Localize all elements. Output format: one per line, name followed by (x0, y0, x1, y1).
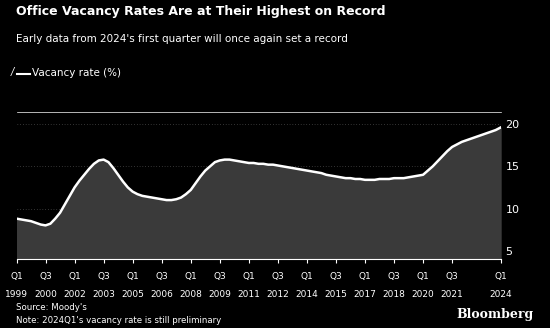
Text: Q3: Q3 (446, 272, 459, 281)
Text: 2020: 2020 (412, 290, 434, 299)
Text: Q1: Q1 (494, 272, 507, 281)
Text: 2003: 2003 (92, 290, 115, 299)
Text: 2005: 2005 (121, 290, 144, 299)
Text: /: / (10, 67, 14, 77)
Text: 2009: 2009 (208, 290, 231, 299)
Text: Vacancy rate (%): Vacancy rate (%) (32, 68, 121, 78)
Text: Bloomberg: Bloomberg (456, 308, 534, 321)
Text: 2000: 2000 (34, 290, 57, 299)
Text: Q3: Q3 (39, 272, 52, 281)
Text: Source: Moody's: Source: Moody's (16, 303, 87, 312)
Text: Q1: Q1 (359, 272, 371, 281)
Text: 2008: 2008 (179, 290, 202, 299)
Text: 2015: 2015 (324, 290, 348, 299)
Text: 2006: 2006 (150, 290, 173, 299)
Text: Q1: Q1 (417, 272, 430, 281)
Text: 2012: 2012 (267, 290, 289, 299)
Text: Q1: Q1 (68, 272, 81, 281)
Text: 1999: 1999 (5, 290, 28, 299)
Text: 2021: 2021 (441, 290, 464, 299)
Text: 2011: 2011 (238, 290, 260, 299)
Text: 2017: 2017 (354, 290, 376, 299)
Text: Q1: Q1 (184, 272, 197, 281)
Text: Early data from 2024's first quarter will once again set a record: Early data from 2024's first quarter wil… (16, 34, 348, 44)
Text: Q1: Q1 (300, 272, 313, 281)
Text: Q3: Q3 (155, 272, 168, 281)
Text: 2014: 2014 (295, 290, 318, 299)
Text: Q1: Q1 (10, 272, 23, 281)
Text: Q3: Q3 (213, 272, 226, 281)
Text: Q3: Q3 (388, 272, 400, 281)
Text: Q3: Q3 (329, 272, 342, 281)
Text: Q3: Q3 (272, 272, 284, 281)
Text: Q3: Q3 (97, 272, 110, 281)
Text: Q1: Q1 (243, 272, 255, 281)
Text: 2002: 2002 (63, 290, 86, 299)
Text: Q1: Q1 (126, 272, 139, 281)
Text: 2018: 2018 (383, 290, 405, 299)
Text: Note: 2024Q1's vacancy rate is still preliminary: Note: 2024Q1's vacancy rate is still pre… (16, 316, 222, 324)
Text: 2024: 2024 (489, 290, 512, 299)
Text: Office Vacancy Rates Are at Their Highest on Record: Office Vacancy Rates Are at Their Highes… (16, 5, 386, 18)
